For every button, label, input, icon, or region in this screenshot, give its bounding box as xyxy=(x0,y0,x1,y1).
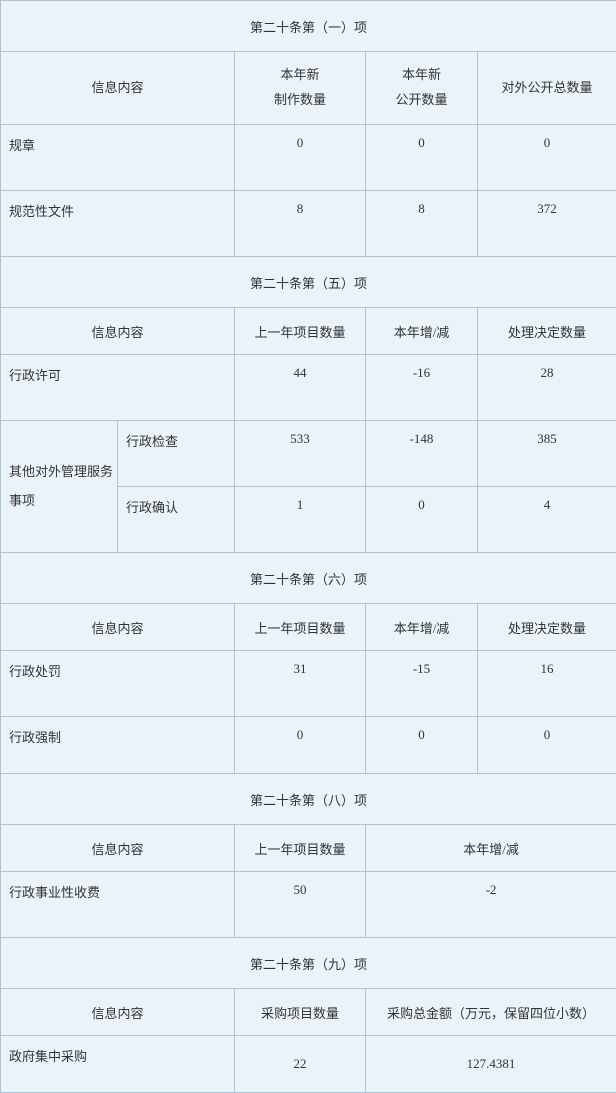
s1-row1-v1: 8 xyxy=(235,191,366,257)
disclosure-table: 第二十条第（一）项 信息内容 本年新 制作数量 本年新 公开数量 对外公开总数量… xyxy=(0,0,616,1093)
s8-row-label: 行政事业性收费 xyxy=(1,872,235,938)
s5-confirm-v3: 4 xyxy=(478,487,616,553)
s5-check-v3: 385 xyxy=(478,421,616,487)
s6-row0-v1: 31 xyxy=(235,651,366,717)
s9-header-info: 信息内容 xyxy=(1,989,235,1036)
section-8-title: 第二十条第（八）项 xyxy=(1,774,616,825)
s9-row-v1: 22 xyxy=(235,1036,366,1093)
s5-permit-label: 行政许可 xyxy=(1,355,235,421)
s1-header-info: 信息内容 xyxy=(1,52,235,125)
s5-confirm-v2: 0 xyxy=(366,487,478,553)
s5-header-col3: 处理决定数量 xyxy=(478,308,616,355)
s8-header-col2: 本年增/减 xyxy=(366,825,616,872)
s1-row1-v3: 372 xyxy=(478,191,616,257)
s1-header-col3: 对外公开总数量 xyxy=(478,52,616,125)
s9-header-col2: 采购总金额（万元，保留四位小数） xyxy=(366,989,616,1036)
s6-row1-v2: 0 xyxy=(366,717,478,774)
s6-header-col2: 本年增/减 xyxy=(366,604,478,651)
s5-check-v1: 533 xyxy=(235,421,366,487)
s6-header-col1: 上一年项目数量 xyxy=(235,604,366,651)
section-9-title: 第二十条第（九）项 xyxy=(1,938,616,989)
s6-header-col3: 处理决定数量 xyxy=(478,604,616,651)
s5-header-col1: 上一年项目数量 xyxy=(235,308,366,355)
s1-row0-v3: 0 xyxy=(478,125,616,191)
s6-row0-v3: 16 xyxy=(478,651,616,717)
s6-row0-v2: -15 xyxy=(366,651,478,717)
section-1-title: 第二十条第（一）项 xyxy=(1,1,616,52)
s1-header-col1: 本年新 制作数量 xyxy=(235,52,366,125)
s1-header-col2: 本年新 公开数量 xyxy=(366,52,478,125)
s5-confirm-v1: 1 xyxy=(235,487,366,553)
s1-row1-label: 规范性文件 xyxy=(1,191,235,257)
s1-row0-v2: 0 xyxy=(366,125,478,191)
s5-permit-v1: 44 xyxy=(235,355,366,421)
s8-row-v1: 50 xyxy=(235,872,366,938)
s5-header-col2: 本年增/减 xyxy=(366,308,478,355)
s5-check-label: 行政检查 xyxy=(118,421,235,487)
s6-row1-label: 行政强制 xyxy=(1,717,235,774)
s8-row-v2: -2 xyxy=(366,872,616,938)
s6-row1-v1: 0 xyxy=(235,717,366,774)
s5-confirm-label: 行政确认 xyxy=(118,487,235,553)
s9-row-v2: 127.4381 xyxy=(366,1036,616,1093)
s5-group-label: 其他对外管理服务事项 xyxy=(1,421,118,553)
section-6-title: 第二十条第（六）项 xyxy=(1,553,616,604)
s5-permit-v3: 28 xyxy=(478,355,616,421)
s9-header-col1: 采购项目数量 xyxy=(235,989,366,1036)
s9-row-label: 政府集中采购 xyxy=(1,1036,235,1093)
s1-row0-v1: 0 xyxy=(235,125,366,191)
s5-header-info: 信息内容 xyxy=(1,308,235,355)
s6-row0-label: 行政处罚 xyxy=(1,651,235,717)
s1-row0-label: 规章 xyxy=(1,125,235,191)
s1-row1-v2: 8 xyxy=(366,191,478,257)
s5-check-v2: -148 xyxy=(366,421,478,487)
s8-header-col1: 上一年项目数量 xyxy=(235,825,366,872)
section-5-title: 第二十条第（五）项 xyxy=(1,257,616,308)
s6-header-info: 信息内容 xyxy=(1,604,235,651)
s8-header-info: 信息内容 xyxy=(1,825,235,872)
s5-permit-v2: -16 xyxy=(366,355,478,421)
s6-row1-v3: 0 xyxy=(478,717,616,774)
